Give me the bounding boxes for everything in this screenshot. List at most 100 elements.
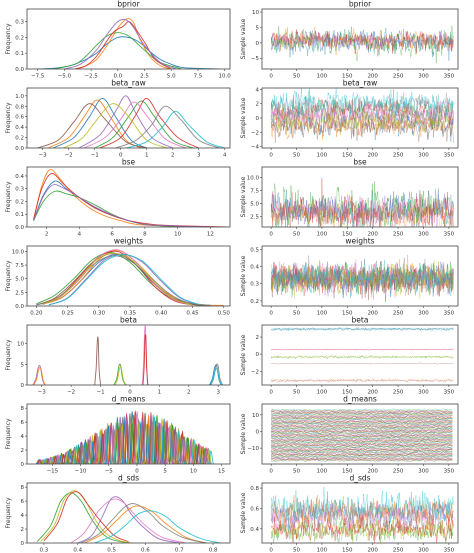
x-tick-label: 200 [367, 469, 378, 475]
x-tick-label: 300 [418, 469, 429, 475]
y-tick-label: 0.4 [250, 527, 259, 533]
trace-line [270, 408, 453, 412]
density-curve [36, 255, 212, 306]
density-curve [48, 254, 199, 306]
trace-line [270, 418, 453, 422]
x-tick-label: −3 [39, 153, 48, 159]
trace-line [270, 435, 453, 440]
density-curve [47, 99, 142, 148]
density-curve [157, 422, 163, 464]
x-tick-label: 50 [293, 74, 300, 80]
trace-line [271, 409, 453, 414]
density-curve [142, 334, 149, 385]
panel-title: d_sds [118, 474, 139, 483]
y-tick-label: 0.2 [15, 35, 24, 41]
density-curve [48, 253, 199, 306]
y-tick-label: 10 [252, 10, 259, 16]
panel-title: bprior [117, 0, 140, 9]
density-curve [105, 425, 112, 464]
x-tick-label: 300 [418, 548, 429, 553]
trace-line [271, 415, 453, 419]
trace-line [270, 326, 454, 332]
density-curve [116, 416, 124, 464]
x-tick-label: 200 [367, 232, 378, 238]
y-tick-label: 4 [21, 513, 25, 519]
trace-line [270, 31, 454, 51]
plot-area [270, 487, 454, 543]
x-tick-label: −1 [96, 390, 104, 396]
panel-weights-density: weights Frequency 0.20 0.25 0.30 0.35 0.40 0.45… [5, 237, 231, 317]
y-tick-label: 7.5 [15, 263, 24, 269]
y-tick-label: 0.3 [15, 20, 24, 26]
density-curve [85, 438, 92, 464]
x-tick-label: 350 [444, 548, 455, 553]
y-tick-label: 0 [21, 383, 25, 389]
density-curve [108, 422, 115, 464]
x-tick-label: 100 [317, 548, 328, 553]
y-tick-label: 0 [256, 430, 260, 436]
y-tick-label: 4 [256, 87, 260, 93]
y-tick-label: 0.0 [15, 146, 24, 152]
trace-line [270, 451, 453, 456]
x-tick-label: 0 [269, 548, 273, 553]
density-curve [94, 100, 194, 148]
plot-area [270, 178, 454, 227]
y-tick-label: 0.6 [15, 115, 24, 121]
panel-beta-trace: beta Sample value 0 50 100 150 200 250 300 350 −2 0… [240, 316, 459, 396]
x-tick-label: 300 [418, 74, 429, 80]
density-curve [165, 427, 171, 464]
y-tick-label: 5.0 [15, 277, 24, 283]
y-axis-label: Frequency [5, 23, 12, 54]
x-tick-label: 200 [367, 153, 378, 159]
x-tick-label: 2 [171, 153, 175, 159]
y-tick-label: 10.0 [247, 175, 260, 181]
y-tick-label: −2 [251, 130, 259, 136]
panel-d-sds-density: d_sds Frequency 0.3 0.4 0.5 0.6 0.7 0.8 0 2 4 6 8 [5, 474, 231, 553]
y-tick-label: 0 [256, 116, 260, 122]
density-curve [113, 363, 126, 385]
density-curve [78, 441, 85, 464]
density-curve [33, 366, 46, 385]
x-tick-label: 250 [393, 311, 404, 317]
x-tick-label: 300 [418, 390, 429, 396]
x-tick-label: 350 [444, 390, 455, 396]
panel-title: beta_raw [111, 79, 145, 88]
density-curve [36, 253, 212, 306]
y-tick-label: −2 [251, 369, 259, 375]
density-curve [202, 450, 209, 464]
density-curve [64, 19, 177, 69]
x-tick-label: 0 [269, 153, 273, 159]
axes-frame [26, 403, 231, 465]
density-curve [74, 18, 172, 69]
x-tick-label: 150 [342, 232, 353, 238]
x-tick-label: 300 [418, 311, 429, 317]
trace-line [271, 413, 453, 417]
y-tick-label: 10.0 [12, 249, 25, 255]
y-tick-label: 0.2 [15, 199, 24, 205]
x-tick-label: 350 [444, 311, 455, 317]
y-axis-label: Frequency [5, 497, 12, 528]
density-curve [147, 414, 155, 464]
y-tick-label: 0.8 [250, 486, 259, 492]
x-tick-label: 5 [163, 469, 167, 475]
trace-line [271, 326, 454, 332]
y-tick-label: 0.6 [250, 506, 259, 512]
density-curve [206, 449, 213, 464]
x-tick-label: 0 [269, 469, 273, 475]
x-tick-label: 0 [119, 153, 123, 159]
density-curve [33, 190, 194, 227]
x-tick-label: 0.40 [155, 311, 168, 317]
y-tick-label: 0.4 [15, 174, 24, 180]
y-axis-label: Frequency [5, 260, 12, 291]
y-tick-label: −10 [247, 446, 259, 452]
y-axis-label: Sample value [240, 413, 247, 454]
x-tick-label: 10 [174, 232, 181, 238]
axes-frame [261, 8, 459, 70]
density-curve [37, 103, 147, 148]
trace-line [271, 361, 454, 365]
trace-line [270, 448, 453, 452]
trace-line [271, 425, 453, 430]
